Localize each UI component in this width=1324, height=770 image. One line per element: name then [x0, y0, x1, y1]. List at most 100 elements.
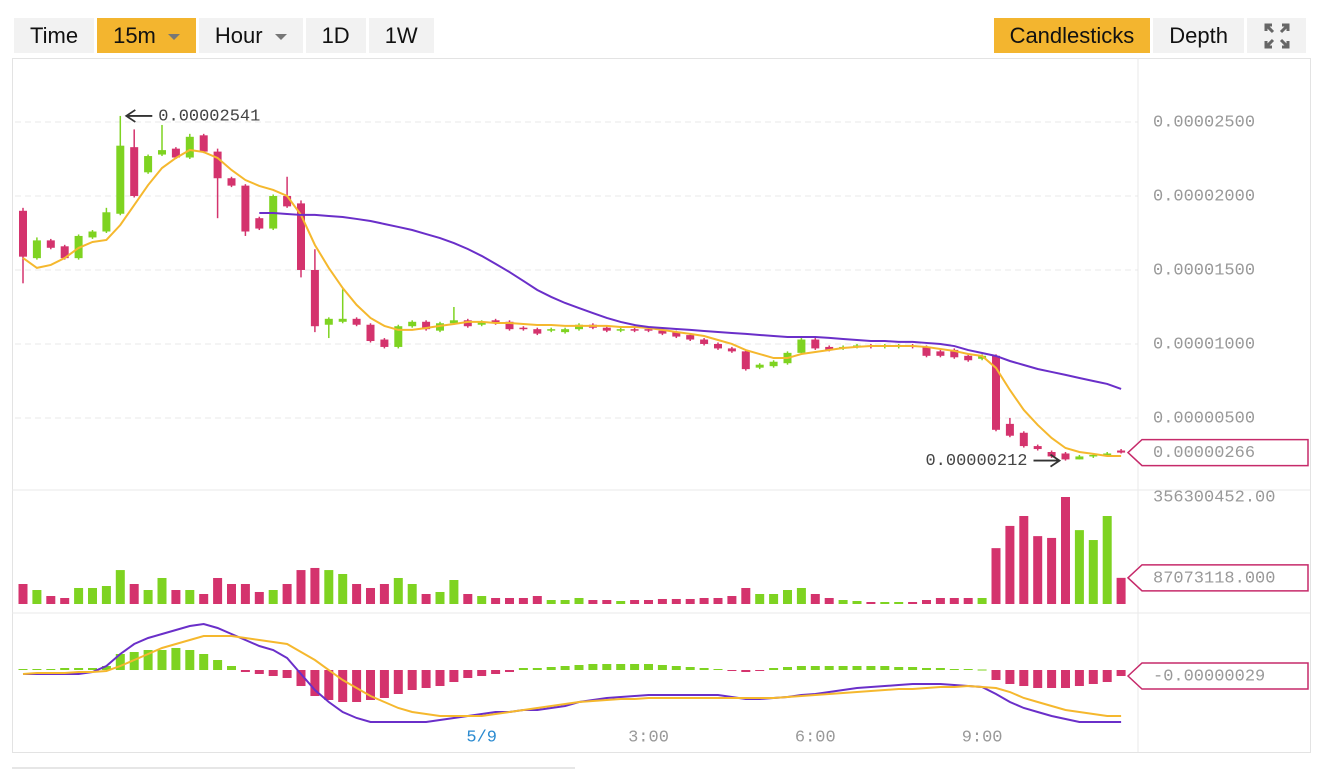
bar	[491, 597, 501, 604]
bar	[463, 670, 473, 678]
bar	[268, 670, 278, 677]
candle-body	[686, 335, 695, 340]
bar	[407, 670, 417, 690]
interval-button[interactable]: Time	[14, 18, 95, 53]
bar	[991, 670, 1001, 681]
view-button[interactable]: Candlesticks	[993, 18, 1151, 53]
candle-body	[547, 329, 556, 331]
bar	[463, 593, 473, 604]
x-tick-label: 6:00	[795, 728, 836, 747]
price-tag	[1126, 662, 1309, 690]
bar	[991, 548, 1001, 604]
bar	[143, 650, 153, 671]
bar	[199, 593, 209, 604]
bar	[324, 670, 334, 700]
candle-body	[519, 327, 528, 330]
bar	[1047, 670, 1057, 688]
interval-button[interactable]: 1W	[368, 18, 434, 53]
bar	[810, 666, 820, 671]
bar	[588, 600, 598, 604]
bar	[46, 669, 56, 671]
candle-body	[394, 326, 403, 347]
fullscreen-button[interactable]	[1247, 18, 1306, 53]
candle-body	[46, 240, 55, 248]
bar	[1005, 525, 1015, 604]
y-tick-label: 0.00001500	[1153, 261, 1255, 280]
bar	[741, 587, 751, 604]
candle-body	[978, 355, 987, 359]
view-button[interactable]: Depth	[1153, 18, 1244, 53]
line-series	[23, 622, 1122, 724]
bar	[129, 583, 139, 604]
bar	[894, 601, 904, 604]
bar	[60, 597, 70, 604]
bar	[1033, 670, 1043, 688]
bar	[560, 666, 570, 671]
bar	[435, 591, 445, 604]
bar	[185, 590, 195, 604]
candle-body	[727, 348, 736, 352]
bar	[379, 583, 389, 604]
bar	[74, 667, 84, 671]
chart-frame	[12, 58, 1311, 753]
bar	[796, 587, 806, 604]
candle-body	[171, 148, 180, 158]
candle-body	[741, 351, 750, 370]
candle-body	[241, 185, 250, 232]
interval-bar: Time 15m Hour 1D 1W	[14, 18, 434, 53]
bar	[352, 583, 362, 604]
candle-body	[1075, 456, 1084, 460]
candle-body	[825, 346, 834, 350]
bar	[783, 590, 792, 604]
bar	[963, 669, 973, 671]
bar	[769, 667, 779, 671]
candle-body	[380, 339, 389, 347]
bar	[574, 664, 584, 671]
bar	[671, 666, 681, 671]
bar	[185, 650, 195, 671]
candle-body	[19, 210, 27, 257]
interval-button[interactable]: 1D	[305, 18, 366, 53]
y-tick-label: 0.00001000	[1153, 335, 1255, 354]
bar	[922, 600, 931, 604]
interval-button[interactable]: Hour	[198, 18, 303, 53]
bar	[518, 597, 528, 604]
bar	[157, 577, 167, 604]
bar	[421, 670, 431, 688]
y-tick-label: 0.00002000	[1153, 187, 1255, 206]
line-series	[259, 212, 1122, 390]
bar	[644, 663, 653, 671]
bar	[268, 590, 278, 604]
bar	[1088, 670, 1098, 684]
bar	[1005, 670, 1015, 684]
bar	[949, 597, 959, 604]
bar	[741, 670, 751, 673]
interval-button[interactable]: 15m	[97, 18, 196, 53]
bar	[602, 663, 612, 671]
bar	[421, 593, 431, 604]
price-tag-label: 0.00000266	[1153, 444, 1255, 463]
bar	[685, 598, 695, 604]
candle-body	[185, 136, 194, 158]
bar	[157, 650, 167, 671]
bar	[282, 583, 292, 604]
candle-body	[992, 355, 1000, 430]
bar	[894, 667, 904, 671]
bar	[505, 670, 514, 673]
candle-body	[575, 324, 583, 330]
bar	[366, 587, 375, 604]
bar	[477, 670, 487, 677]
x-tick-label: 3:00	[628, 728, 669, 747]
candle-body	[922, 346, 931, 356]
bar	[1047, 537, 1057, 604]
bar	[922, 667, 931, 671]
bar	[630, 600, 640, 604]
candle-body	[755, 364, 764, 368]
candle-body	[1005, 423, 1014, 436]
bar	[115, 570, 125, 604]
candle-body	[297, 203, 305, 270]
bar	[407, 583, 417, 604]
candle-body	[950, 349, 959, 358]
bar	[963, 597, 973, 604]
bar	[616, 663, 626, 671]
